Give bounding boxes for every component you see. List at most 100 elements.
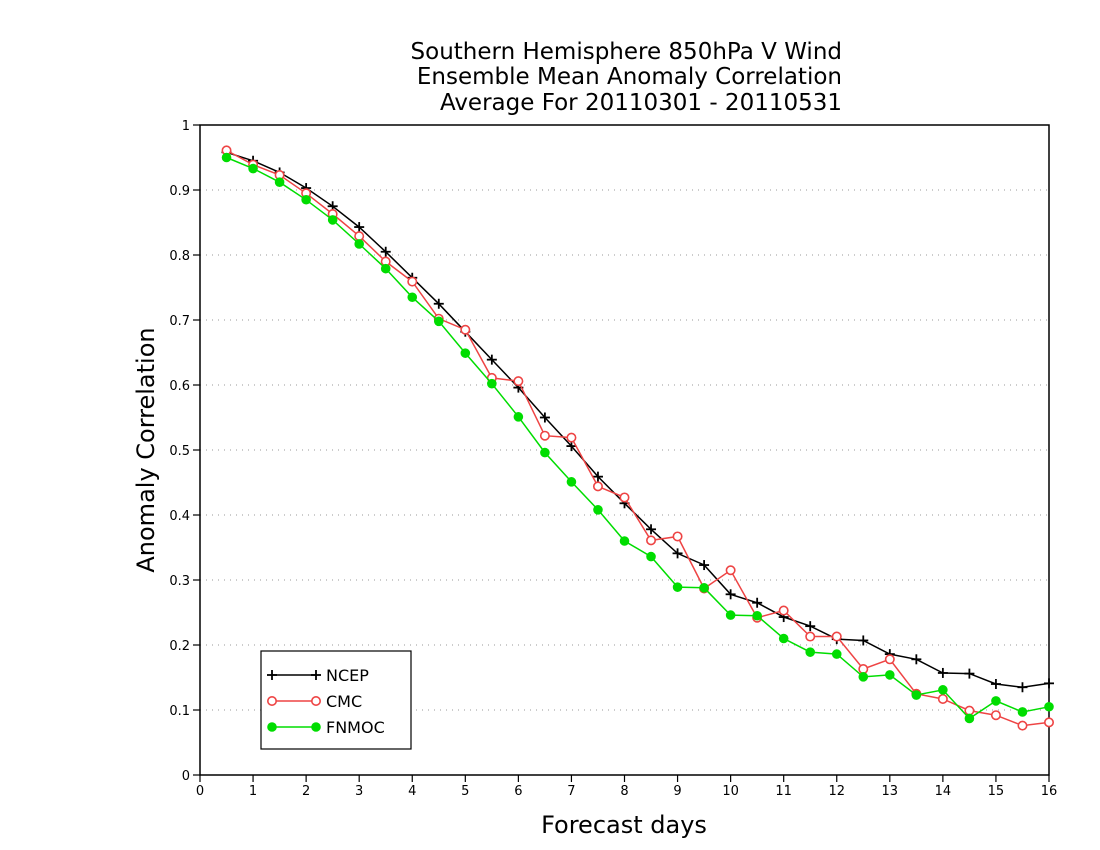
ncep-series-line [226,151,1050,689]
cmc-data-point [725,565,736,576]
fnmoc-data-point [831,649,842,659]
cmc-data-point [884,654,895,665]
ncep-data-point [354,222,365,233]
x-tick-label: 4 [408,784,416,799]
fnmoc-data-point [752,610,762,621]
cmc-data-point [990,710,1001,721]
ncep-data-point [539,412,550,423]
cmc-data-point [566,432,577,443]
chart-title-line-3: Average For 20110301 - 20110531 [440,90,842,116]
ncep-data-point [1044,678,1054,689]
fnmoc-data-point [460,348,471,358]
y-tick-label: 0.2 [169,639,190,654]
y-tick-label: 0.1 [169,704,190,719]
chart-title-line-2: Ensemble Mean Anomaly Correlation [417,64,842,90]
fnmoc-data-point [699,583,709,593]
cmc-data-point [646,535,657,546]
fnmoc-data-point [646,551,656,562]
legend-fnmoc-marker [311,722,321,732]
y-tick-label: 0.4 [169,509,190,524]
fnmoc-data-point [248,163,258,174]
cmc-data-point [354,231,365,242]
legend-cmc-marker [310,695,321,706]
ncep-data-point [380,246,391,257]
ncep-data-point [937,667,948,678]
fnmoc-data-point [407,292,418,303]
ncep-data-point [486,354,497,365]
fnmoc-data-point [487,378,497,389]
fnmoc-data-point [991,696,1001,706]
x-tick-label: 8 [620,784,628,799]
y-tick-label: 0 [182,769,190,784]
fnmoc-data-point [540,447,550,458]
fnmoc-data-point [964,713,975,724]
fnmoc-data-point [221,152,232,163]
y-tick-label: 1 [182,119,190,134]
x-tick-label: 14 [935,784,952,799]
legend-cmc-label: CMC [326,692,362,711]
cmc-data-point [460,324,471,335]
ncep-data-point [805,621,816,632]
fnmoc-series-line [226,156,1050,720]
cmc-data-point [778,605,789,616]
ncep-data-point [858,635,869,646]
ncep-data-point [592,471,603,482]
ncep-data-point [433,298,444,309]
cmc-data-point [1017,720,1028,731]
x-tick-label: 15 [988,784,1005,799]
ncep-data-point [646,524,657,535]
fnmoc-data-point [274,177,285,187]
fnmoc-data-point [1017,707,1028,717]
x-tick-label: 16 [1041,784,1058,799]
cmc-data-point [964,705,975,716]
fnmoc-data-point [1044,701,1054,712]
fnmoc-data-point [885,670,895,680]
ncep-data-point [911,654,922,665]
chart-title-line-1: Southern Hemisphere 850hPa V Wind [411,39,842,65]
ncep-data-point [725,589,736,600]
x-tick-label: 3 [355,784,363,799]
y-tick-label: 0.9 [169,184,190,199]
x-tick-label: 2 [302,784,310,799]
x-tick-label: 6 [514,784,522,799]
legend-box [260,650,412,750]
y-tick-label: 0.3 [169,574,190,589]
cmc-data-point [1044,717,1055,728]
cmc-data-point [619,492,630,503]
x-tick-label: 5 [461,784,469,799]
x-tick-label: 7 [567,784,575,799]
cmc-data-point [513,376,524,387]
x-tick-label: 12 [828,784,845,799]
fnmoc-data-point [938,685,948,695]
legend-fnmoc-marker [267,722,277,732]
fnmoc-data-point [354,239,364,249]
fnmoc-data-point [805,647,816,657]
x-tick-label: 1 [249,784,257,799]
cmc-data-point [407,276,418,287]
cmc-data-point [831,631,842,642]
x-tick-label: 10 [722,784,739,799]
cmc-data-point [539,430,550,441]
fnmoc-data-point [911,690,922,700]
ncep-data-point [964,668,975,679]
legend-ncep-label: NCEP [326,666,369,685]
legend: NCEP CMC FNMOC [260,650,412,750]
x-axis-label: Forecast days [541,811,707,839]
fnmoc-data-point [593,505,603,515]
x-tick-label: 9 [673,784,681,799]
ncep-data-point [699,560,710,571]
y-tick-label: 0.7 [169,314,190,329]
ncep-data-point [672,548,683,559]
legend-ncep-marker [267,670,277,680]
fnmoc-data-point [566,477,577,487]
x-tick-label: 11 [775,784,792,799]
fnmoc-data-point [778,633,789,644]
fnmoc-data-point [725,610,736,620]
cmc-series-line [226,149,1050,727]
fnmoc-data-point [619,536,630,546]
legend-ncep-marker [311,670,321,680]
fnmoc-data-point [672,582,683,592]
ncep-data-point [990,679,1001,689]
fnmoc-data-point [433,316,444,327]
